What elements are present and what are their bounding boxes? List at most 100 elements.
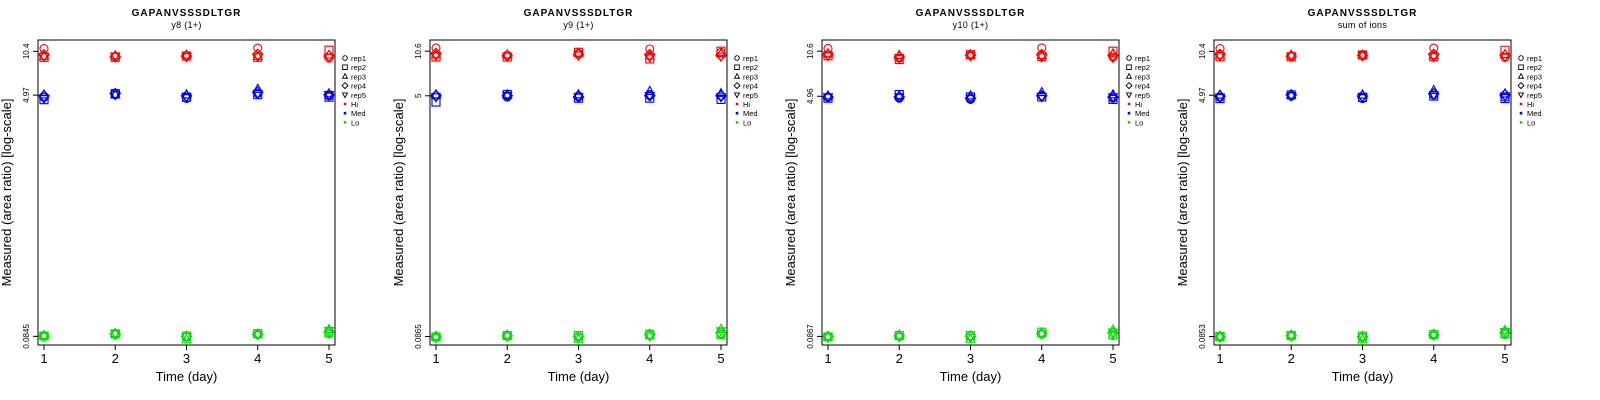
legend-marker-rep4 [733,81,741,90]
legend-label-rep2: rep2 [1135,63,1150,72]
legend-label-rep4: rep4 [351,82,366,91]
data-point-lo-rep3 [1428,328,1440,338]
data-point-hi-rep5 [1036,53,1048,64]
data-point-lo-rep3 [430,330,442,340]
y-tick-label: 10.6 [414,43,423,59]
chart-title: GAPANVSSSDLTGR [1308,8,1418,19]
data-point-med-rep5 [430,93,442,103]
data-point-lo-rep5 [1214,333,1226,344]
y-tick-label: 10.6 [806,43,815,59]
data-point-hi-rep3 [430,48,442,59]
legend-label-rep5: rep5 [743,91,758,100]
legend-label-rep5: rep5 [1135,91,1150,100]
data-point-hi-rep5 [715,52,727,63]
y-tick-label: 0.0853 [1198,324,1207,349]
legend-marker-rep5 [1517,92,1525,99]
data-point-lo-rep5 [1499,328,1511,338]
data-point-lo-rep3 [38,329,50,340]
legend-marker-rep2 [734,64,740,70]
chart-subtitle: y9 (1+) [563,20,593,30]
y-tick-label: 4.97 [22,87,31,103]
data-point-med-rep2 [716,94,726,105]
data-point-hi-rep3 [1214,48,1226,59]
legend-marker-rep3 [341,72,349,79]
legend-label-rep3: rep3 [1527,72,1542,81]
data-point-hi-rep4 [430,47,442,60]
data-point-hi-rep5 [1357,51,1368,62]
legend-swatch-hi [1519,102,1523,106]
data-point-lo-rep5 [1107,328,1119,339]
data-point-hi-rep5 [181,52,192,63]
x-tick-label: 5 [717,351,724,366]
data-point-med-rep2 [1108,94,1118,105]
data-point-hi-rep5 [323,53,335,64]
legend-marker-rep4 [1517,81,1525,90]
y-tick-label: 4.97 [1198,87,1207,103]
legend-marker-rep3 [733,72,741,79]
data-point-hi-rep3 [1285,48,1297,59]
data-point-med-rep3 [644,85,656,95]
data-point-med-rep5 [822,93,834,103]
data-point-med-rep5 [1499,92,1511,103]
data-point-med-rep2 [1037,92,1047,102]
x-tick-label: 4 [1430,351,1437,366]
data-point-med-rep5 [1285,92,1297,103]
data-point-hi-rep3 [181,48,192,59]
y-tick-label: 0.0845 [22,324,31,349]
legend-label-lo: Lo [1527,118,1535,127]
data-point-lo-rep5 [1357,333,1368,344]
legend-swatch-hi [735,102,739,106]
data-point-lo-rep3 [501,328,513,339]
data-point-lo-rep3 [1285,328,1297,339]
data-point-lo-rep5 [109,330,121,340]
legend-label-rep1: rep1 [1527,54,1542,63]
data-point-lo-rep5 [822,333,834,344]
x-tick-label: 2 [1288,351,1295,366]
data-point-hi-rep3 [38,50,50,60]
data-point-lo-rep2 [324,328,334,338]
legend-label-med: Med [743,109,758,118]
data-point-lo-rep2 [1108,330,1118,340]
x-axis-label: Time (day) [940,369,1002,384]
data-point-lo-rep5 [323,326,335,337]
y-axis-label: Measured (area ratio) [log-scale] [783,99,798,287]
legend-label-lo: Lo [1135,118,1143,127]
data-point-lo-rep3 [252,327,264,338]
x-tick-label: 5 [325,351,332,366]
x-tick-label: 3 [575,351,582,366]
data-point-hi-rep5 [1107,53,1119,64]
legend-label-med: Med [1527,109,1542,118]
legend-label-rep3: rep3 [351,72,366,81]
legend-label-hi: Hi [1135,100,1142,109]
x-axis-label: Time (day) [548,369,610,384]
x-tick-label: 3 [967,351,974,366]
data-point-hi-rep5 [965,52,976,62]
data-point-lo-rep5 [181,332,192,343]
data-point-med-rep5 [1428,91,1440,101]
y-tick-label: 10.4 [1198,43,1207,59]
data-point-med-rep5 [893,93,905,103]
legend-label-hi: Hi [351,100,358,109]
legend-label-rep1: rep1 [743,54,758,63]
data-point-med-rep5 [1107,93,1119,103]
data-point-hi-rep3 [1036,49,1048,59]
legend-label-rep1: rep1 [351,54,366,63]
plot-frame [821,39,1120,346]
data-point-med-rep3 [501,88,513,99]
data-point-lo-rep3 [644,329,656,340]
legend-marker-rep2 [1126,64,1132,70]
data-point-lo-rep5 [1285,332,1297,343]
legend-label-rep4: rep4 [1135,82,1150,91]
x-tick-label: 2 [112,351,119,366]
data-point-med-rep4 [38,89,50,102]
data-point-lo-rep5 [252,330,264,341]
data-point-hi-rep5 [644,53,656,64]
legend-marker-rep1 [1518,55,1524,61]
x-axis-label: Time (day) [156,369,218,384]
x-axis-label: Time (day) [1332,369,1394,384]
legend-swatch-med [343,111,347,115]
legend-label-hi: Hi [743,100,750,109]
